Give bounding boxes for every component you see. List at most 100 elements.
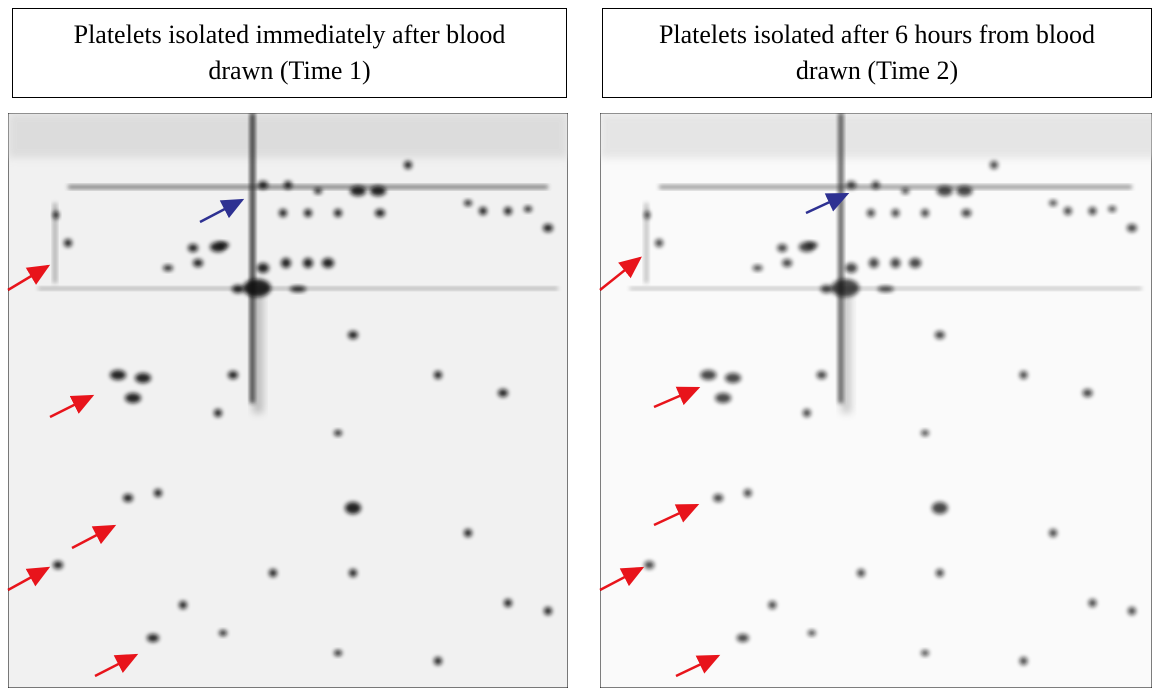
gel-spot (314, 188, 322, 194)
gel-streak (841, 293, 852, 413)
gel-spot (179, 601, 187, 609)
gel-spot (504, 207, 512, 215)
gel-spot (715, 393, 732, 403)
gel-spot (349, 569, 357, 577)
gel-spot (214, 409, 222, 417)
gel-spot (798, 242, 815, 252)
gel-spot (125, 393, 141, 403)
gel-spot (434, 371, 442, 379)
arrows (7, 192, 850, 678)
panel-title: Platelets isolated immediately after blo… (73, 20, 506, 85)
arrow (49, 394, 95, 419)
gel-spot (724, 373, 741, 383)
gel-spot (1049, 200, 1058, 206)
arrow (94, 653, 139, 678)
gel-spot (909, 258, 922, 268)
gel-spot (284, 181, 292, 189)
gel-spot (868, 258, 879, 268)
gel-spot (782, 259, 793, 267)
gel-spot (290, 286, 306, 292)
gel-spot (921, 430, 930, 436)
gel-smear (600, 113, 1152, 158)
gel-spot (936, 186, 953, 196)
gel-spot (188, 244, 198, 252)
gel-spot (700, 370, 717, 380)
gel-spot (1108, 206, 1117, 212)
gel-spot (135, 373, 151, 383)
gel-spot (857, 569, 866, 577)
gel-spot (1088, 207, 1097, 215)
arrow (599, 566, 645, 592)
panel-title-box: Platelets isolated after 6 hours from bl… (602, 8, 1152, 98)
gel-spot (1082, 389, 1093, 397)
gel-spot (53, 211, 59, 219)
gel-streak (253, 293, 263, 413)
gel-spot (64, 239, 72, 247)
gel-spot (544, 607, 552, 615)
gel-spot (404, 161, 412, 169)
gel-spot (713, 494, 724, 502)
gel-spot (257, 263, 269, 273)
gel-spot (935, 569, 944, 577)
arrow (7, 264, 51, 292)
gel-spot (768, 601, 777, 609)
arrow (199, 198, 245, 224)
gel-image (8, 113, 568, 688)
gel-streak (68, 185, 548, 189)
gel-spot (147, 634, 159, 642)
gel-spot (504, 599, 512, 607)
gel-spot (743, 489, 752, 497)
gel-spot (304, 209, 312, 217)
gel-spot (163, 265, 173, 271)
gel-spot (193, 259, 203, 267)
gel-spot (901, 188, 910, 194)
gel-spot (228, 371, 238, 379)
gel-spot (831, 279, 860, 297)
gel-spot (279, 209, 287, 217)
gel-spot (498, 389, 508, 397)
gel-spot (1049, 529, 1058, 537)
gel-spot (269, 569, 277, 577)
panel-title-box: Platelets isolated immediately after blo… (12, 8, 567, 98)
arrow (653, 386, 701, 409)
gel-spot (53, 561, 63, 569)
gel-spot (303, 258, 313, 268)
gel-spot (154, 489, 162, 497)
gel-spot (524, 206, 532, 212)
gel-spot (1088, 599, 1097, 607)
gel-spot (807, 630, 816, 636)
gel-spot (1063, 207, 1072, 215)
arrow (805, 192, 850, 215)
gel-spot (846, 181, 857, 189)
gel-spot (644, 211, 651, 219)
gel-spot (479, 207, 487, 215)
gel-spot (961, 209, 972, 217)
gel-spot (1019, 371, 1028, 379)
gel-streak (250, 113, 255, 403)
gel-spot (334, 650, 342, 656)
gel-spot (934, 331, 945, 339)
gel-spot (210, 242, 226, 252)
gel-spot (464, 529, 472, 537)
gel-spot (891, 209, 900, 217)
gel-spot (1019, 657, 1028, 665)
gel-spot (802, 409, 811, 417)
gel-streak (53, 203, 57, 283)
gel-spot (820, 285, 833, 293)
gel-spot (123, 494, 133, 502)
gel-spot (736, 634, 749, 642)
gel-streak (644, 203, 649, 283)
gel-spot (956, 186, 973, 196)
gel-spot (258, 181, 268, 189)
gel-spot (921, 650, 930, 656)
gel-streak (838, 113, 844, 403)
gel-spot (350, 186, 366, 196)
gel-spot (348, 331, 358, 339)
gel-spot (334, 209, 342, 217)
gel-image (600, 113, 1152, 688)
gel-spot (845, 263, 858, 273)
gel-spot (110, 370, 126, 380)
gel-spot (816, 371, 827, 379)
gel-spot (871, 181, 880, 189)
